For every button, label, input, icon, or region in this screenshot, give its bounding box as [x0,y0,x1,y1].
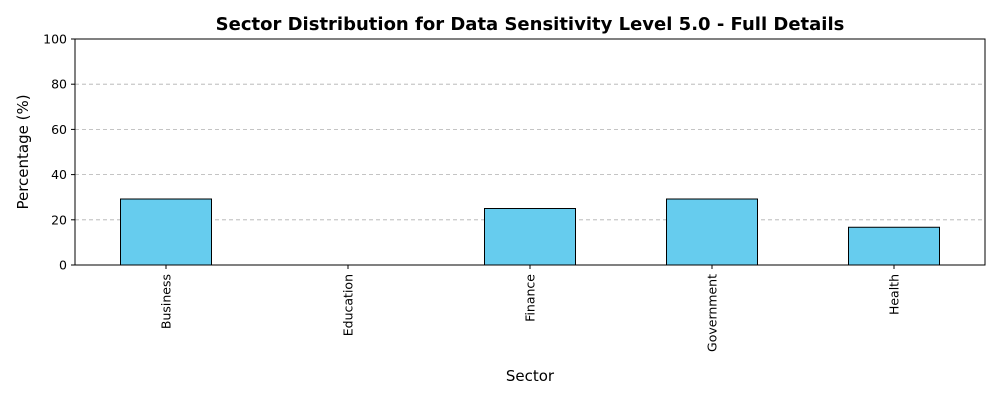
y-tick-label: 40 [51,167,67,182]
bars [120,198,940,266]
x-axis-ticks: Business Education Finance Government Health [159,265,902,352]
y-tick-label: 0 [59,258,67,273]
x-axis-label: Sector [506,367,555,385]
y-tick-label: 60 [51,122,67,137]
bar-finance [484,208,576,266]
x-tick-label: Health [887,274,902,315]
y-axis-label: Percentage (%) [14,94,32,209]
bar-health [848,226,940,266]
x-tick-label: Education [341,274,356,336]
chart-title: Sector Distribution for Data Sensitivity… [216,14,845,35]
x-tick-label: Business [159,274,174,329]
x-tick-label: Finance [523,274,538,322]
y-tick-label: 20 [51,212,67,227]
y-tick-label: 80 [51,77,67,92]
bar-government [666,198,758,266]
y-tick-label: 100 [43,32,67,47]
y-axis-ticks: 0 20 40 60 80 100 [43,32,75,273]
x-tick-label: Government [705,274,720,352]
bar-business [120,198,212,266]
